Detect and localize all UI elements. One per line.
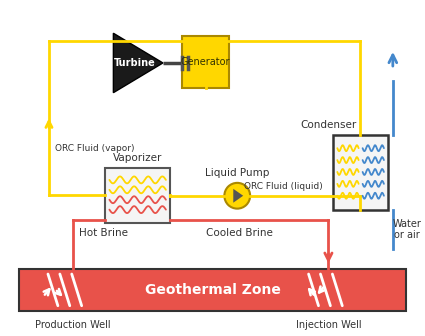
Text: Cooled Brine: Cooled Brine [206, 228, 273, 239]
Polygon shape [233, 189, 243, 203]
Text: Injection Well: Injection Well [296, 320, 361, 330]
Text: Condenser: Condenser [300, 120, 357, 130]
Text: Hot Brine: Hot Brine [79, 228, 128, 239]
Text: Geothermal Zone: Geothermal Zone [144, 283, 280, 297]
Text: Vaporizer: Vaporizer [113, 153, 162, 163]
FancyBboxPatch shape [333, 135, 388, 210]
Text: ORC Fluid (vapor): ORC Fluid (vapor) [55, 144, 134, 153]
FancyBboxPatch shape [105, 168, 170, 222]
Circle shape [224, 183, 250, 209]
FancyBboxPatch shape [182, 36, 230, 88]
Polygon shape [113, 33, 163, 93]
Text: Production Well: Production Well [35, 320, 110, 330]
Text: Turbine: Turbine [114, 58, 156, 68]
Text: Generator: Generator [181, 57, 230, 67]
Text: Liquid Pump: Liquid Pump [205, 168, 269, 178]
Text: Water
or air: Water or air [392, 219, 421, 240]
FancyBboxPatch shape [19, 269, 406, 311]
Text: ORC Fluid (liquid): ORC Fluid (liquid) [244, 182, 323, 191]
